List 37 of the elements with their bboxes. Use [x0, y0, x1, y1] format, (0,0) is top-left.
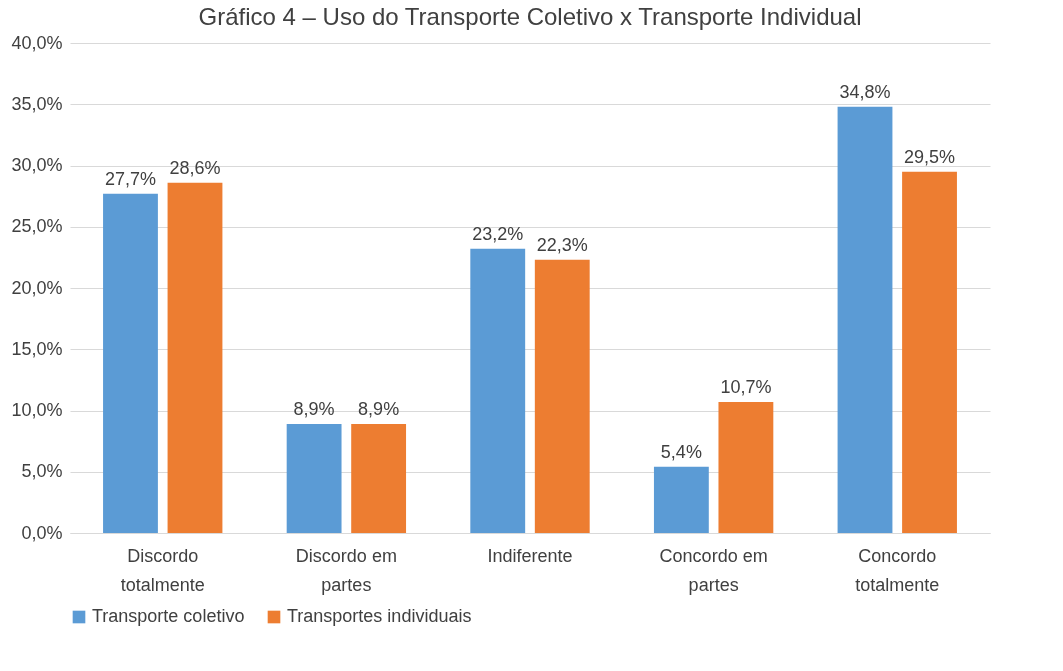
bar — [470, 248, 526, 533]
bar — [351, 423, 407, 533]
x-tick-label: Indiferente — [487, 545, 573, 566]
data-label: 34,8% — [839, 81, 891, 102]
y-tick-label: 35,0% — [11, 93, 63, 114]
data-label: 22,3% — [536, 234, 588, 255]
bar — [167, 182, 223, 533]
data-label: 23,2% — [472, 223, 524, 244]
y-tick-label: 20,0% — [11, 277, 63, 298]
data-label: 8,9% — [293, 398, 335, 419]
bar — [103, 193, 158, 533]
chart-title: Gráfico 4 – Uso do Transporte Coletivo x Transporte Individual — [198, 3, 862, 30]
y-tick-label: 15,0% — [11, 338, 63, 359]
y-tick-label: 30,0% — [11, 155, 63, 175]
data-label: 27,7% — [104, 168, 156, 189]
x-tick-label: Discordo totalmente — [120, 545, 205, 595]
data-label: 5,4% — [660, 441, 702, 462]
bar — [902, 171, 957, 533]
bar — [653, 466, 709, 533]
y-tick-label: 5,0% — [21, 461, 63, 482]
data-label: 8,9% — [358, 398, 400, 419]
bar — [534, 259, 590, 533]
data-label: 29,5% — [904, 146, 956, 167]
x-tick-label: Concordo em partes — [659, 545, 768, 595]
y-tick-label: 25,0% — [11, 216, 63, 237]
y-tick-label: 0,0% — [21, 522, 63, 543]
legend-label: Transportes individuais — [287, 606, 472, 626]
data-label: 28,6% — [169, 157, 221, 178]
bar — [286, 423, 342, 533]
x-tick-label: Concordo totalmente — [855, 545, 940, 595]
x-tick-label: Discordo em partes — [295, 545, 397, 595]
y-tick-label: 10,0% — [11, 400, 63, 420]
bar — [718, 401, 774, 533]
legend-label: Transporte coletivo — [92, 606, 245, 626]
y-tick-label: 40,0% — [11, 32, 63, 53]
data-label: 10,7% — [720, 376, 772, 397]
bar — [837, 106, 893, 533]
